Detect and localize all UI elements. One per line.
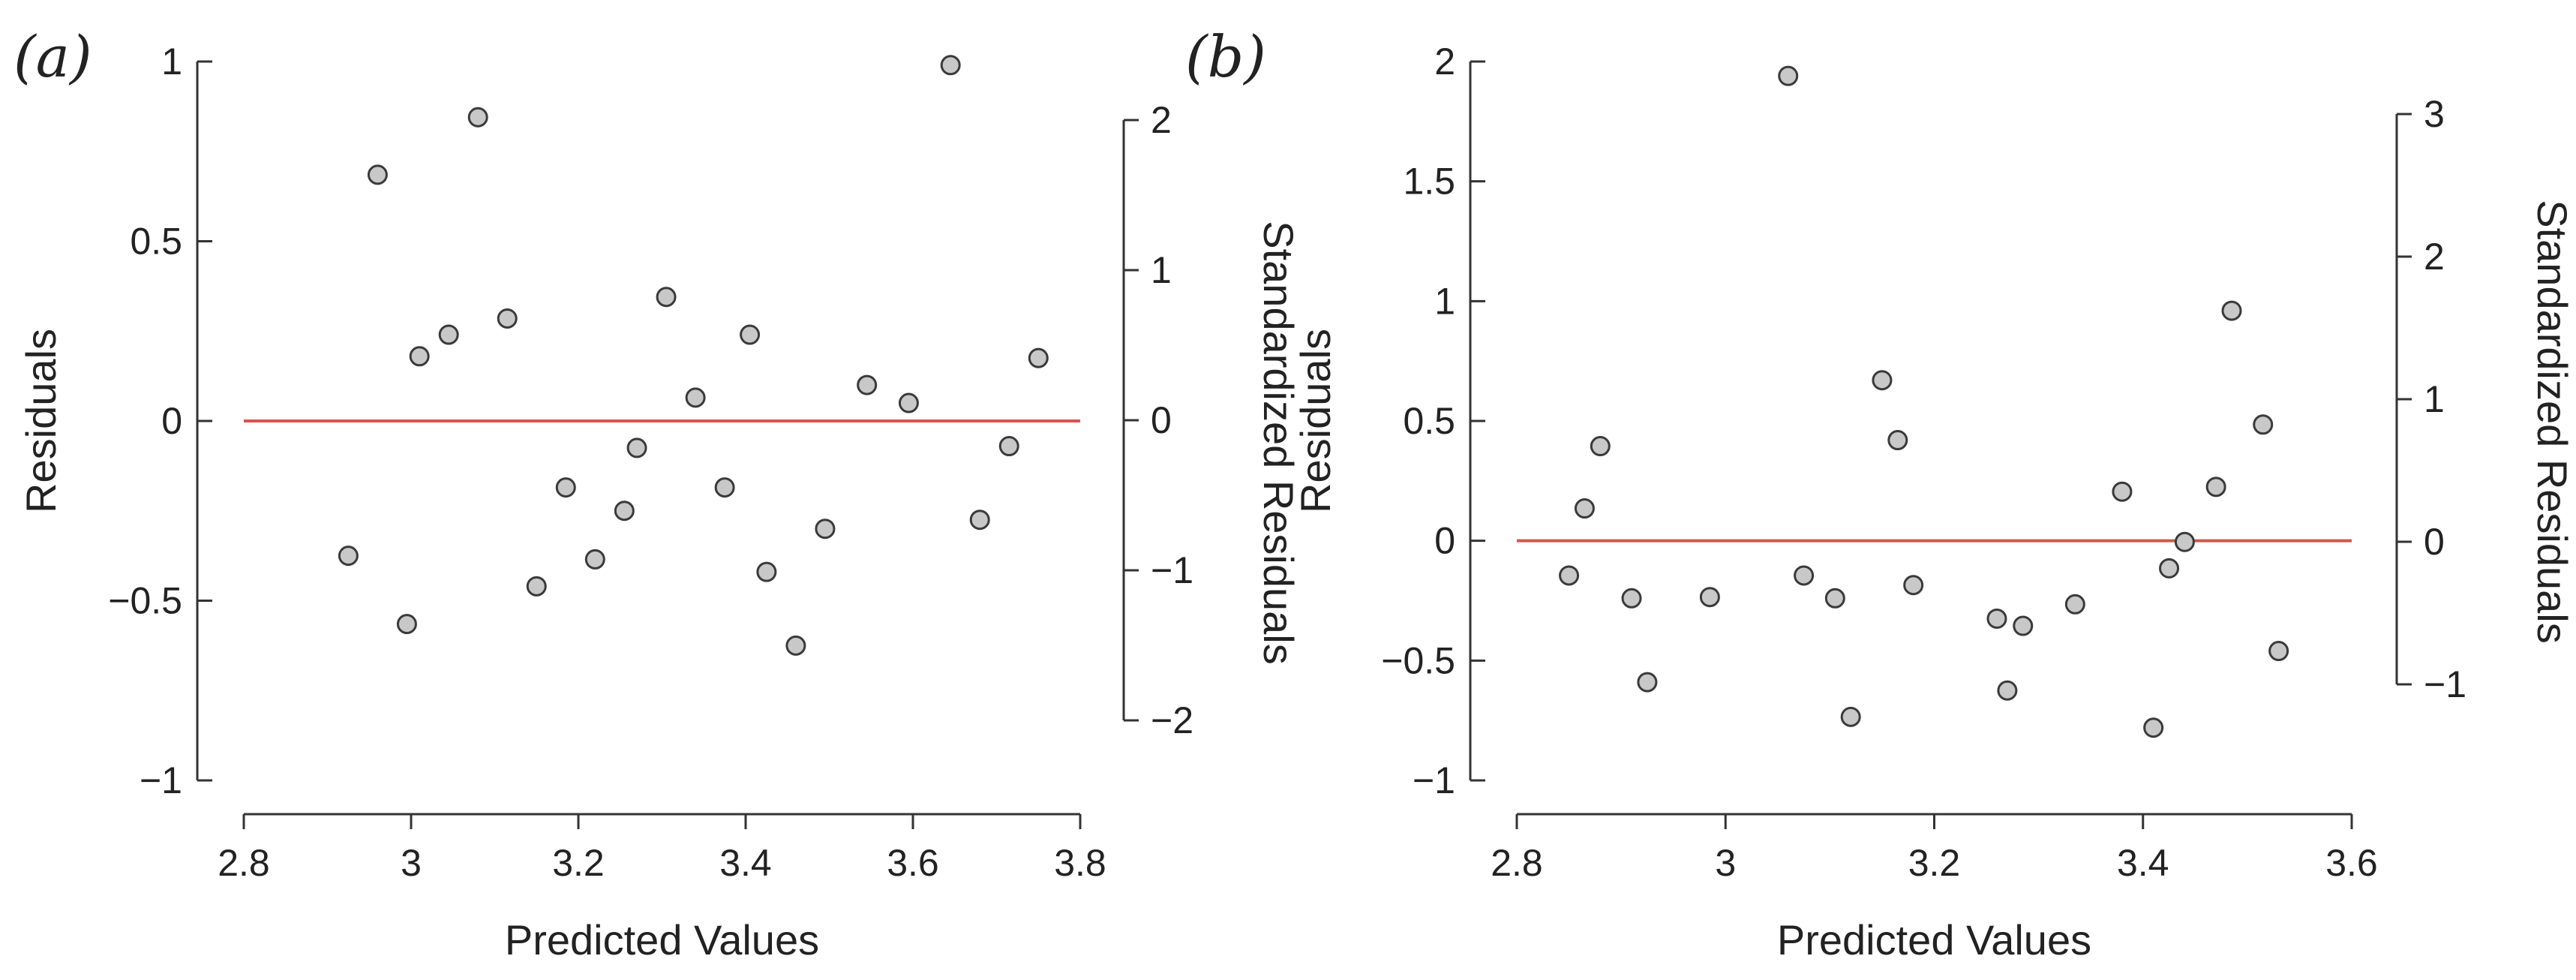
data-point [438, 324, 459, 345]
data-point [409, 346, 430, 367]
y2-tick-label: 2 [1151, 99, 1172, 141]
y2-tick-label: 2 [2424, 236, 2445, 278]
data-point [2159, 558, 2180, 579]
y2-tick-label: −1 [1151, 549, 1193, 591]
x-tick-label: 3 [401, 842, 422, 884]
data-point [1699, 587, 1720, 608]
data-point [338, 546, 359, 567]
y-tick-label: 0 [1434, 520, 1455, 562]
y-tick-label: 1 [161, 41, 182, 83]
data-point [969, 510, 990, 531]
x-tick-label: 3.6 [2325, 842, 2378, 884]
data-point [1590, 436, 1611, 457]
data-point [656, 287, 677, 308]
data-point [396, 614, 417, 635]
y-tick-label: 0.5 [130, 221, 182, 263]
y-tick-label: −0.5 [1381, 639, 1455, 681]
data-point [714, 477, 735, 498]
data-point [1824, 588, 1845, 609]
x-tick-label: 3.4 [719, 842, 772, 884]
y2-tick-label: 3 [2424, 93, 2445, 135]
data-point [1840, 706, 1861, 727]
y-axis-title: Residuals [1292, 329, 1339, 513]
y-tick-label: 1.5 [1403, 161, 1455, 203]
data-point [857, 374, 878, 395]
data-point [526, 576, 547, 597]
data-point [1997, 680, 2018, 701]
x-tick-label: 2.8 [218, 842, 270, 884]
y2-tick-label: 0 [1151, 399, 1172, 441]
data-point [1778, 65, 1799, 86]
x-tick-label: 3.6 [887, 842, 939, 884]
data-point [1986, 608, 2007, 629]
data-point [2205, 476, 2226, 498]
y-axis-title: Residuals [17, 329, 65, 513]
data-point [2064, 594, 2085, 615]
data-point [740, 324, 761, 345]
x-axis-title: Predicted Values [1777, 916, 2091, 963]
x-tick-label: 3 [1715, 842, 1736, 884]
y-tick-label: 0.5 [1403, 400, 1455, 442]
data-point [2143, 717, 2164, 738]
y-tick-label: −1 [140, 759, 182, 801]
x-tick-label: 3.8 [1054, 842, 1106, 884]
x-axis-title: Predicted Values [505, 916, 819, 963]
chart-panel-2: (b) −1 −0.5 0 0.5 1 1.5 2 Residuals −1 0 1 2 3 Standar… [1185, 23, 2576, 963]
data-point [898, 392, 919, 413]
data-point [367, 164, 388, 185]
data-point [1887, 430, 1908, 451]
data-point [785, 635, 806, 656]
data-point [584, 549, 605, 570]
y-tick-label: −0.5 [108, 580, 182, 622]
data-point [2253, 414, 2274, 435]
x-tick-label: 3.2 [1908, 842, 1961, 884]
panel-label: (a) [14, 23, 92, 90]
data-point [1794, 565, 1815, 586]
data-point [1559, 565, 1580, 586]
data-point [626, 437, 647, 458]
data-point [2013, 615, 2034, 636]
data-point [2221, 300, 2242, 321]
data-point [1903, 575, 1924, 596]
y2-tick-label: 0 [2424, 521, 2445, 563]
data-point [1621, 588, 1642, 609]
x-tick-label: 3.4 [2117, 842, 2169, 884]
y-tick-label: 0 [161, 400, 182, 442]
data-point [614, 501, 635, 522]
data-point [1574, 498, 1595, 519]
y2-tick-label: −2 [1151, 699, 1193, 741]
data-point [998, 436, 1019, 457]
y2-tick-label: 1 [2424, 378, 2445, 420]
data-point [467, 107, 488, 128]
chart-panel-1: (a) −1 −0.5 0 0.5 1 Residuals −2 −1 0 1 2 Standardiz… [14, 23, 1302, 963]
x-tick-label: 2.8 [1491, 842, 1543, 884]
y2-axis-title: Standardized Residuals [2529, 200, 2576, 643]
y-tick-label: 2 [1434, 41, 1455, 83]
y-tick-label: 1 [1434, 280, 1455, 322]
x-tick-label: 3.2 [552, 842, 605, 884]
data-point [685, 387, 706, 408]
data-point [815, 519, 836, 540]
y2-tick-label: −1 [2424, 663, 2466, 705]
data-point [940, 55, 961, 76]
data-point [555, 477, 576, 498]
data-point [2174, 531, 2195, 552]
data-point [2268, 641, 2289, 662]
y2-tick-label: 1 [1151, 249, 1172, 291]
data-point [756, 561, 777, 582]
data-point [1028, 347, 1049, 368]
data-point [2112, 481, 2133, 502]
y-tick-label: −1 [1413, 759, 1455, 801]
data-point [1637, 672, 1658, 693]
data-point [1872, 370, 1893, 391]
y2-axis-title: Standardized Residuals [1255, 221, 1302, 664]
data-point [497, 308, 518, 329]
panel-label: (b) [1185, 23, 1266, 90]
